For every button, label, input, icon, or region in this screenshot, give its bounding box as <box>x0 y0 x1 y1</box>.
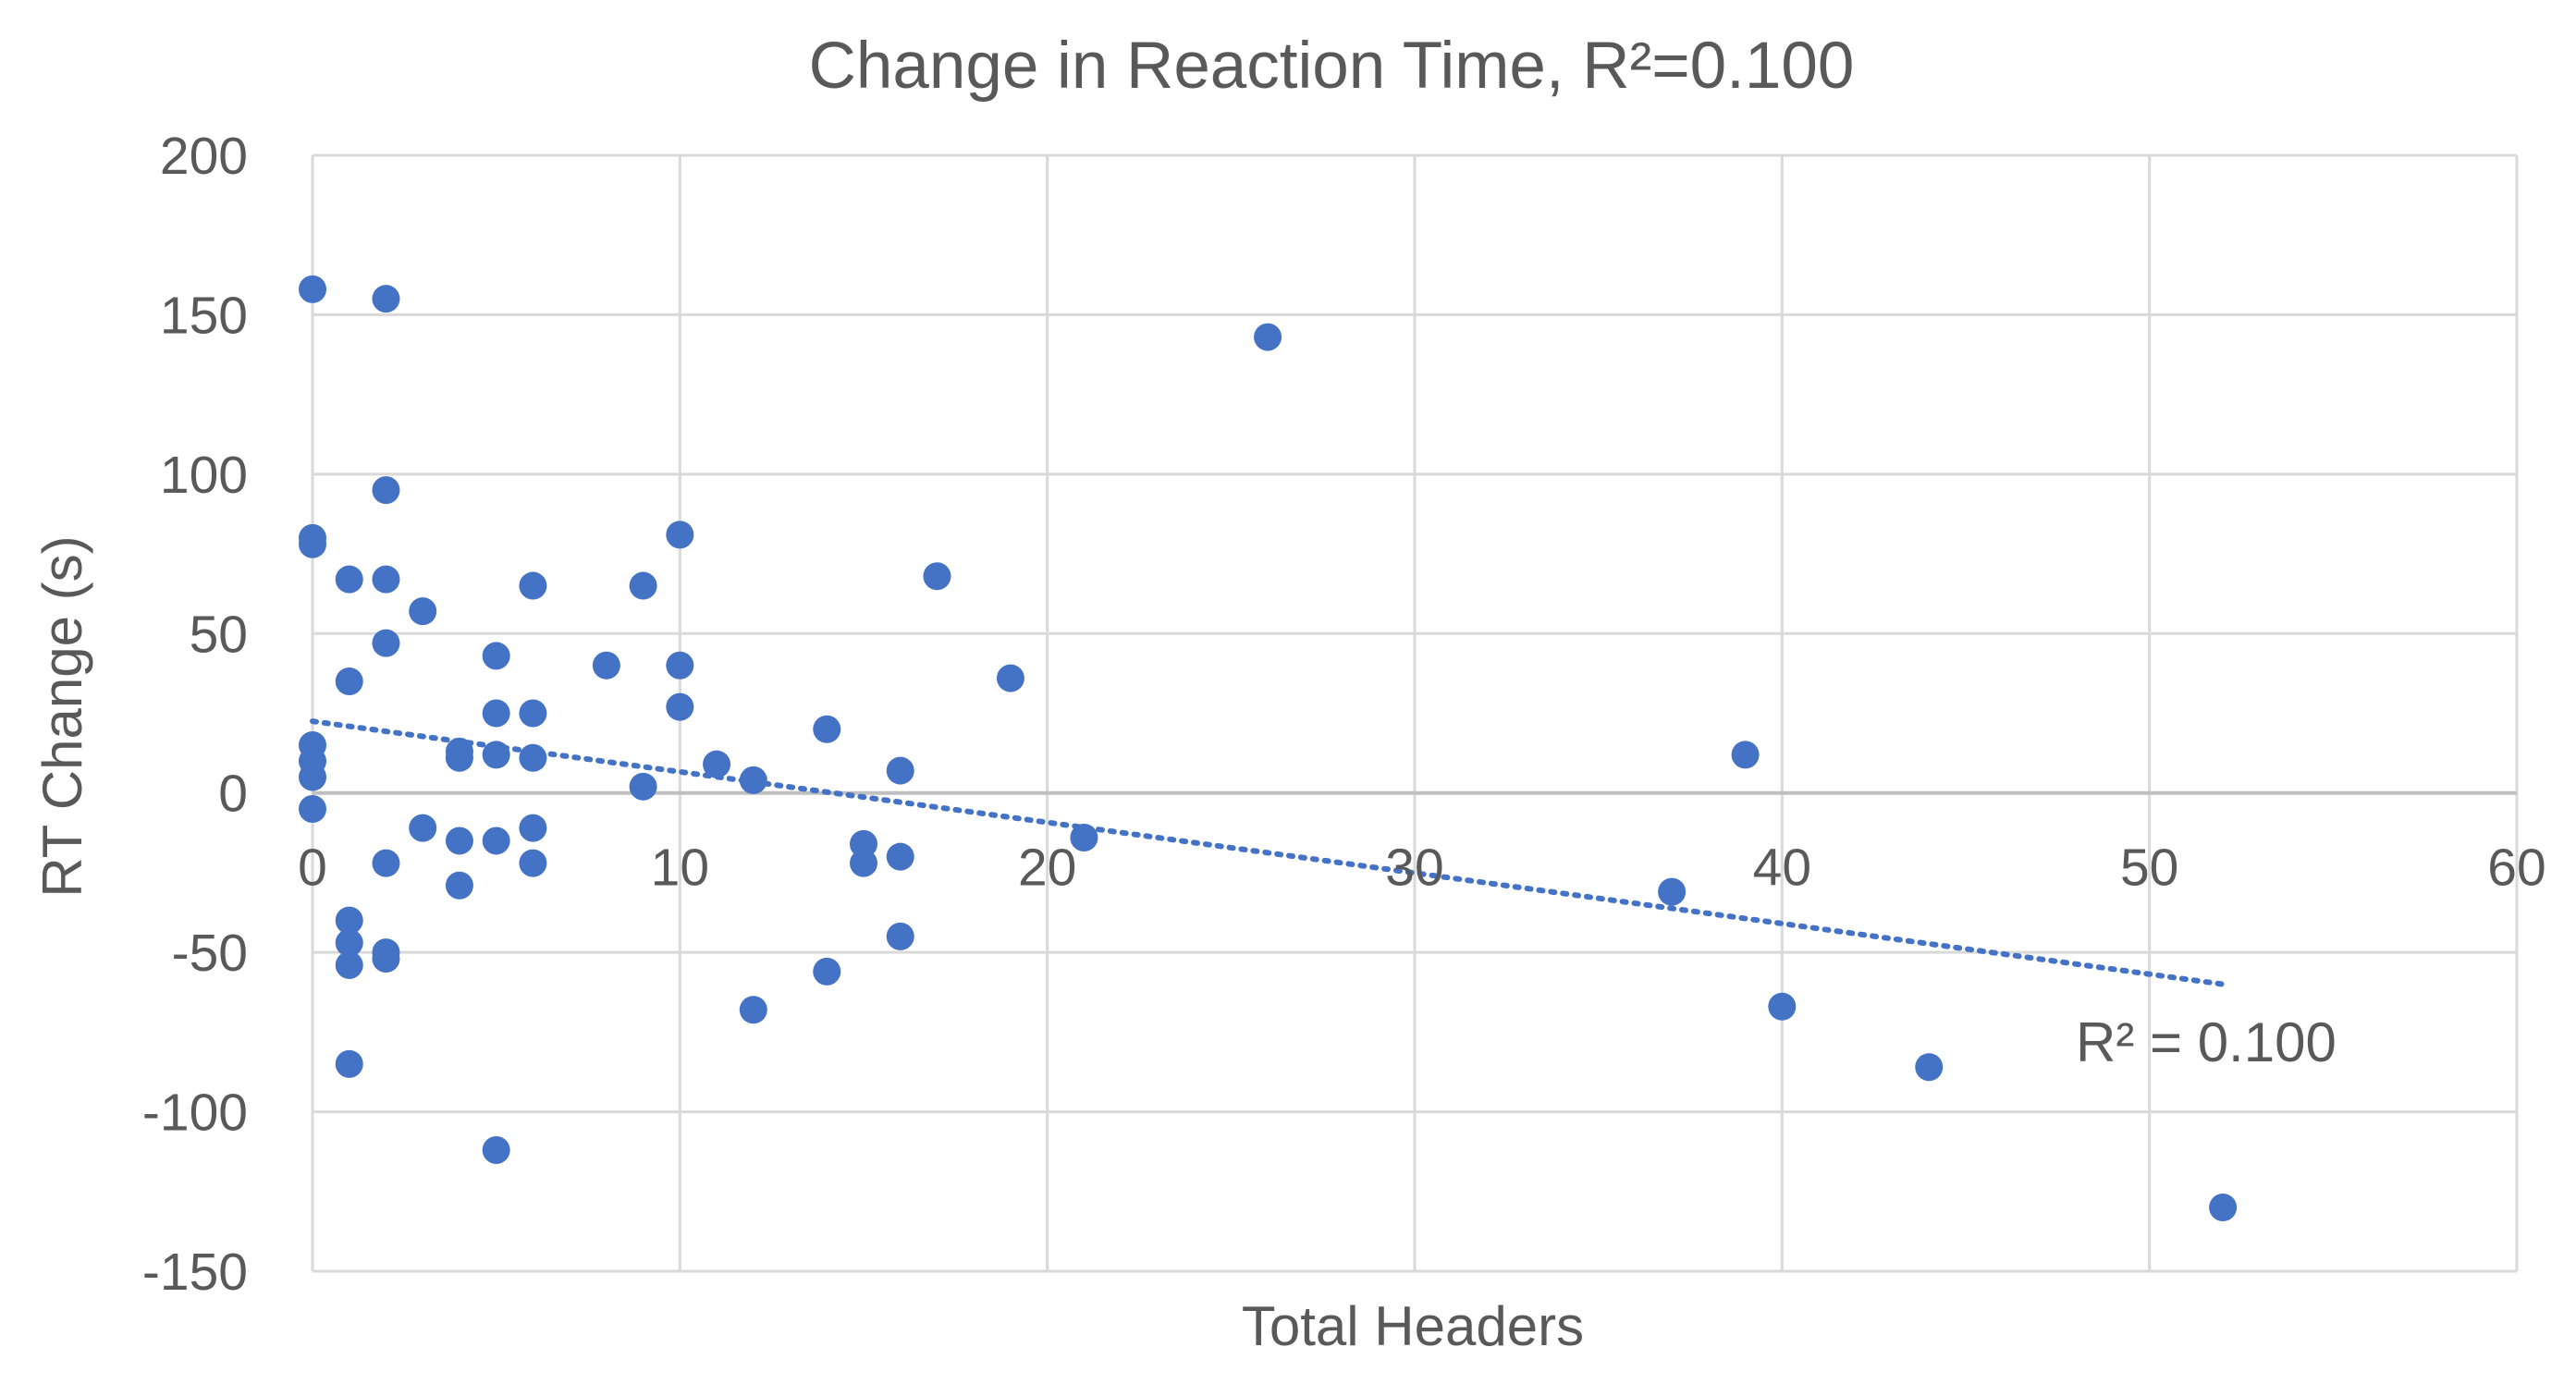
x-tick-label: 50 <box>2120 839 2178 898</box>
data-point <box>886 756 914 785</box>
data-point <box>1254 323 1282 351</box>
data-point <box>1915 1053 1944 1082</box>
data-point <box>813 957 841 986</box>
data-point <box>482 741 510 769</box>
data-point <box>299 275 326 303</box>
data-point <box>445 871 473 900</box>
data-point <box>519 743 547 772</box>
data-point <box>335 928 363 957</box>
data-points <box>299 275 2238 1222</box>
y-axis-title: RT Change (s) <box>31 535 93 897</box>
trendline-group <box>310 718 2226 987</box>
data-point <box>703 750 731 778</box>
data-point <box>372 849 400 877</box>
data-point <box>886 842 914 871</box>
data-point <box>335 668 363 696</box>
data-point <box>886 922 914 950</box>
y-tick-label: 200 <box>160 127 248 186</box>
data-point <box>519 849 547 877</box>
data-point <box>1658 877 1687 906</box>
data-point <box>519 814 547 842</box>
chart-title: Change in Reaction Time, R²=0.100 <box>809 30 1855 103</box>
data-point <box>372 476 400 505</box>
data-point <box>850 829 877 858</box>
data-point <box>519 571 547 600</box>
data-point <box>629 772 657 801</box>
data-point <box>519 699 547 728</box>
data-point <box>813 715 841 743</box>
x-axis-title: Total Headers <box>1242 1295 1584 1357</box>
y-tick-label: 150 <box>160 286 248 345</box>
data-point <box>372 629 400 657</box>
data-point <box>1731 741 1760 769</box>
data-point <box>1768 992 1797 1021</box>
data-point <box>923 562 951 591</box>
x-tick-label: 0 <box>298 839 327 898</box>
data-point <box>996 664 1024 692</box>
data-point <box>482 642 510 670</box>
data-point <box>372 945 400 974</box>
data-point <box>482 827 510 855</box>
data-point <box>445 743 473 772</box>
data-point <box>592 651 620 680</box>
y-tick-label: 100 <box>160 446 248 505</box>
data-point <box>482 699 510 728</box>
data-point <box>666 521 694 549</box>
data-point <box>482 1135 510 1164</box>
data-point <box>409 814 437 842</box>
data-point <box>335 1049 363 1078</box>
data-point <box>629 571 657 600</box>
data-point <box>739 765 767 794</box>
y-tick-label: 50 <box>190 605 248 664</box>
data-point <box>335 565 363 594</box>
x-tick-label: 20 <box>1018 839 1076 898</box>
data-point <box>299 530 326 558</box>
y-tick-label: -50 <box>172 924 248 983</box>
y-tick-label: -150 <box>142 1243 248 1302</box>
x-tick-label: 40 <box>1753 839 1811 898</box>
data-point <box>372 285 400 313</box>
gridlines <box>311 153 2519 1273</box>
y-tick-label: -100 <box>142 1084 248 1143</box>
data-point <box>299 794 326 823</box>
data-point <box>666 651 694 680</box>
y-tick-label: 0 <box>218 765 248 824</box>
x-tick-label: 10 <box>651 839 709 898</box>
data-point <box>850 849 877 877</box>
data-point <box>335 950 363 979</box>
y-axis-tick-labels: -150 -100 -50 0 50 100 150 200 <box>142 127 248 1302</box>
data-point <box>2209 1194 2238 1222</box>
trendline <box>310 718 2226 987</box>
data-point <box>666 692 694 721</box>
data-point <box>372 565 400 594</box>
x-tick-label: 60 <box>2487 839 2545 898</box>
trendline-label: R² = 0.100 <box>2076 1011 2337 1073</box>
data-point <box>335 906 363 935</box>
x-axis-tick-labels: 0 10 20 30 40 50 60 <box>298 839 2546 898</box>
data-point <box>739 996 767 1024</box>
x-tick-label: 30 <box>1385 839 1443 898</box>
data-point <box>1070 823 1098 851</box>
data-point <box>299 763 326 791</box>
data-point <box>445 827 473 855</box>
data-point <box>409 597 437 626</box>
